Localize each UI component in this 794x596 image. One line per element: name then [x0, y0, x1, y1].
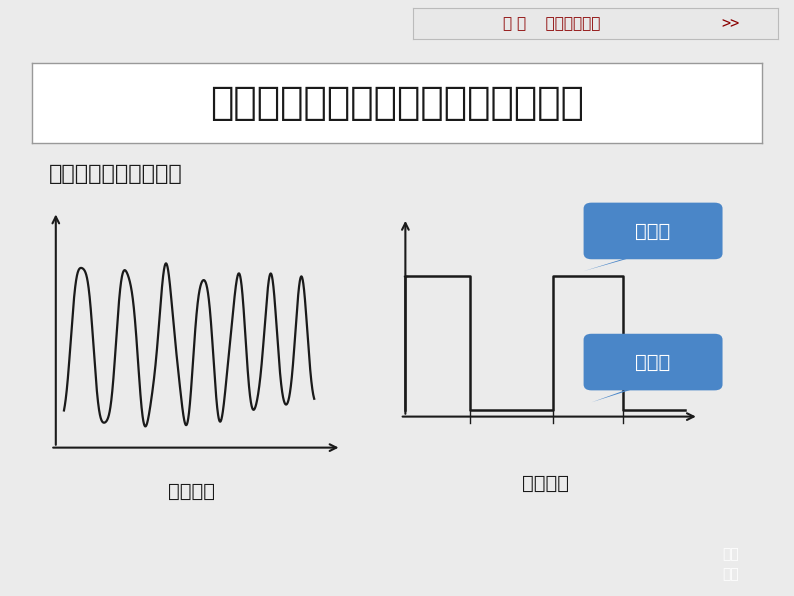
Text: 栏目: 栏目 — [723, 547, 739, 561]
Text: 表达的方法就是二进制: 表达的方法就是二进制 — [49, 164, 183, 184]
Text: 数字信号: 数字信号 — [522, 474, 569, 493]
Text: 导引: 导引 — [723, 567, 739, 582]
Text: 选 修    电子控制技术: 选 修 电子控制技术 — [503, 15, 600, 31]
Text: 低电平: 低电平 — [635, 353, 671, 371]
Text: 模拟信号: 模拟信号 — [168, 482, 215, 501]
Text: >>: >> — [722, 15, 740, 31]
Text: 高电平: 高电平 — [635, 222, 671, 240]
Text: 非连续变化的量可以直接用数字表达: 非连续变化的量可以直接用数字表达 — [210, 84, 584, 122]
